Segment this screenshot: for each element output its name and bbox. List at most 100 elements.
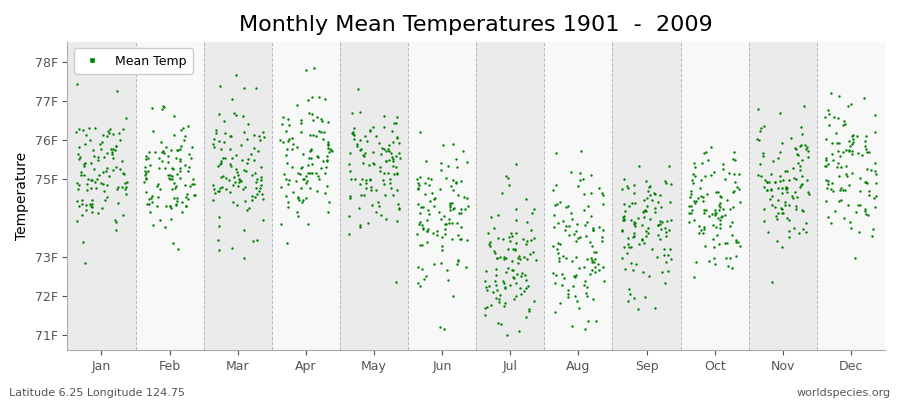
Point — [659, 259, 673, 266]
Point — [698, 173, 712, 180]
Point — [112, 129, 126, 136]
Point — [565, 258, 580, 264]
Point — [355, 176, 369, 182]
Point — [413, 210, 428, 216]
Point — [421, 226, 436, 232]
Point — [169, 198, 184, 204]
Point — [774, 209, 788, 216]
Point — [423, 198, 437, 205]
Point — [687, 198, 701, 204]
Point — [763, 196, 778, 202]
Point — [248, 184, 263, 191]
Point — [141, 155, 156, 161]
Point — [825, 157, 840, 163]
Point — [230, 111, 244, 118]
Point — [719, 255, 733, 262]
Point — [446, 187, 460, 193]
Point — [219, 186, 233, 192]
Point — [637, 294, 652, 300]
Point — [510, 271, 525, 278]
Point — [589, 256, 603, 262]
Point — [374, 212, 388, 218]
Bar — [817, 42, 885, 350]
Point — [294, 199, 309, 205]
Point — [481, 230, 495, 236]
Point — [214, 146, 229, 152]
Point — [582, 271, 597, 278]
Point — [370, 199, 384, 205]
Point — [828, 208, 842, 214]
Point — [224, 245, 238, 252]
Point — [510, 260, 525, 266]
Point — [173, 146, 187, 152]
Point — [141, 201, 156, 208]
Point — [162, 175, 176, 181]
Point — [481, 286, 495, 293]
Point — [621, 298, 635, 304]
Point — [793, 143, 807, 150]
Point — [832, 93, 846, 99]
Point — [169, 202, 184, 209]
Point — [239, 160, 254, 166]
Point — [309, 132, 323, 139]
Point — [691, 195, 706, 202]
Point — [482, 243, 497, 250]
Point — [862, 149, 877, 156]
Point — [819, 154, 833, 161]
Point — [706, 168, 721, 175]
Point — [793, 184, 807, 190]
Point — [292, 171, 307, 178]
Point — [698, 242, 713, 249]
Point — [223, 132, 238, 139]
Point — [99, 168, 113, 174]
Point — [459, 264, 473, 270]
Point — [621, 235, 635, 242]
Point — [281, 199, 295, 205]
Point — [451, 257, 465, 263]
Point — [721, 262, 735, 269]
Point — [569, 228, 583, 234]
Point — [182, 151, 196, 157]
Point — [556, 253, 571, 259]
Point — [110, 186, 124, 192]
Point — [177, 162, 192, 168]
Point — [140, 201, 155, 207]
Point — [420, 174, 435, 181]
Point — [692, 230, 706, 236]
Point — [95, 204, 110, 211]
Point — [457, 206, 472, 212]
Point — [379, 216, 393, 222]
Point — [86, 147, 100, 154]
Point — [559, 222, 573, 229]
Point — [819, 136, 833, 142]
Point — [776, 177, 790, 183]
Point — [117, 171, 131, 178]
Point — [770, 216, 784, 222]
Point — [234, 178, 248, 184]
Point — [171, 246, 185, 252]
Point — [514, 290, 528, 297]
Point — [504, 258, 518, 264]
Point — [166, 132, 181, 138]
Point — [659, 180, 673, 186]
Point — [587, 258, 601, 265]
Point — [87, 166, 102, 172]
Point — [120, 178, 134, 185]
Point — [94, 146, 108, 152]
Point — [858, 208, 872, 214]
Point — [305, 111, 320, 117]
Point — [166, 240, 180, 246]
Point — [310, 154, 325, 160]
Point — [490, 272, 504, 278]
Point — [347, 135, 362, 142]
Point — [446, 206, 461, 212]
Point — [833, 197, 848, 204]
Point — [377, 169, 392, 176]
Point — [789, 146, 804, 152]
Point — [92, 172, 106, 178]
Point — [392, 150, 406, 156]
Point — [435, 246, 449, 253]
Point — [102, 130, 116, 136]
Point — [758, 177, 772, 184]
Point — [682, 210, 697, 216]
